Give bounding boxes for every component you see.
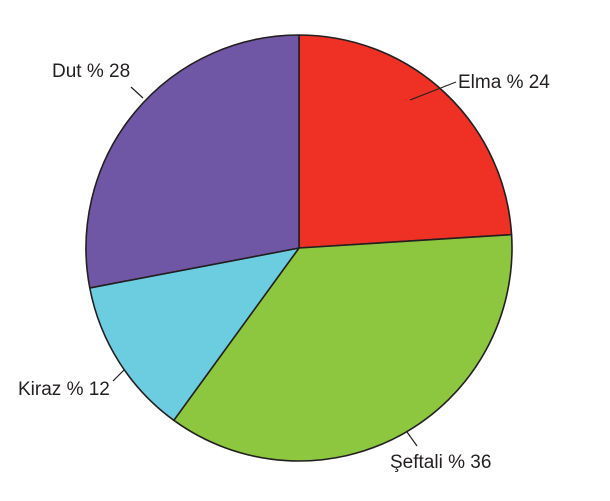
pie-slice-elma bbox=[298, 34, 513, 249]
slice-label-dut: Dut % 28 bbox=[52, 61, 130, 82]
pie-slices bbox=[85, 34, 513, 462]
leader-line-dut bbox=[130, 86, 144, 99]
pie-slice-şeftali bbox=[173, 233, 513, 462]
pie-slice-kiraz bbox=[88, 247, 300, 422]
slice-label-kiraz: Kiraz % 12 bbox=[18, 379, 110, 400]
leader-line-elma bbox=[409, 81, 457, 101]
slice-label-elma: Elma % 24 bbox=[458, 72, 550, 93]
leader-line-şeftali bbox=[406, 431, 418, 447]
pie-slice-dut bbox=[85, 34, 300, 289]
leader-lines bbox=[112, 81, 457, 447]
slice-labels: Elma % 24 Şeftali % 36 Kiraz % 12 Dut % 28 bbox=[18, 61, 550, 473]
leader-line-kiraz bbox=[112, 369, 125, 382]
slice-label-şeftali: Şeftali % 36 bbox=[390, 452, 491, 473]
